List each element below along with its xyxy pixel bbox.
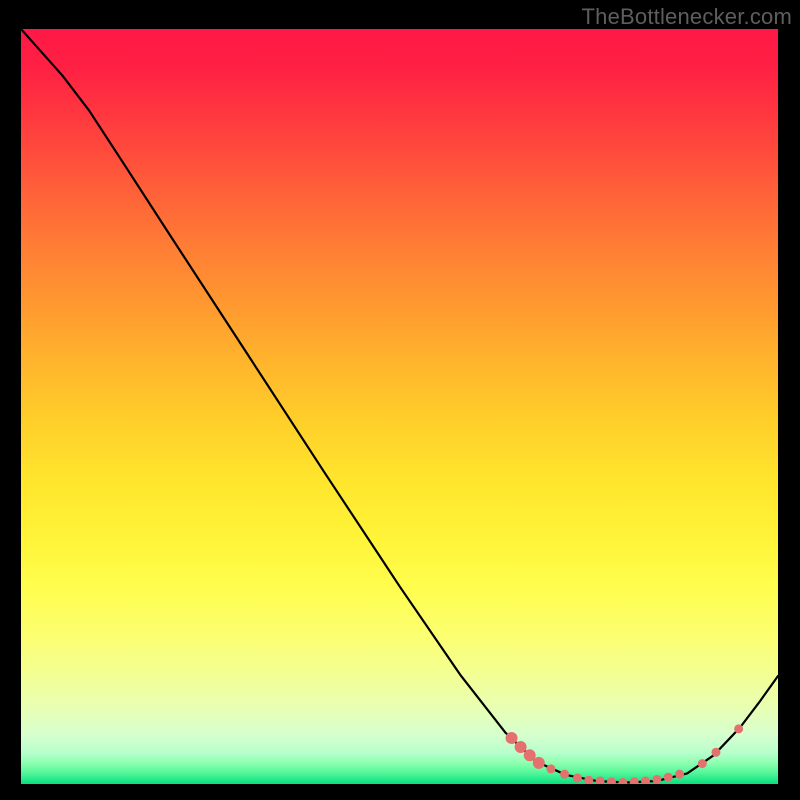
gradient-background (21, 29, 778, 784)
data-marker (675, 770, 684, 779)
data-marker (533, 757, 545, 769)
data-marker (664, 773, 673, 782)
chart-stage: TheBottlenecker.com (0, 0, 800, 800)
data-marker (546, 764, 555, 773)
data-marker (515, 741, 527, 753)
plot-area (21, 29, 778, 784)
data-marker (506, 732, 518, 744)
bottleneck-chart (21, 29, 778, 784)
data-marker (698, 759, 707, 768)
data-marker (734, 724, 743, 733)
data-marker (652, 775, 661, 784)
data-marker (711, 748, 720, 757)
watermark-text: TheBottlenecker.com (582, 4, 792, 30)
data-marker (560, 770, 569, 779)
data-marker (573, 773, 582, 782)
